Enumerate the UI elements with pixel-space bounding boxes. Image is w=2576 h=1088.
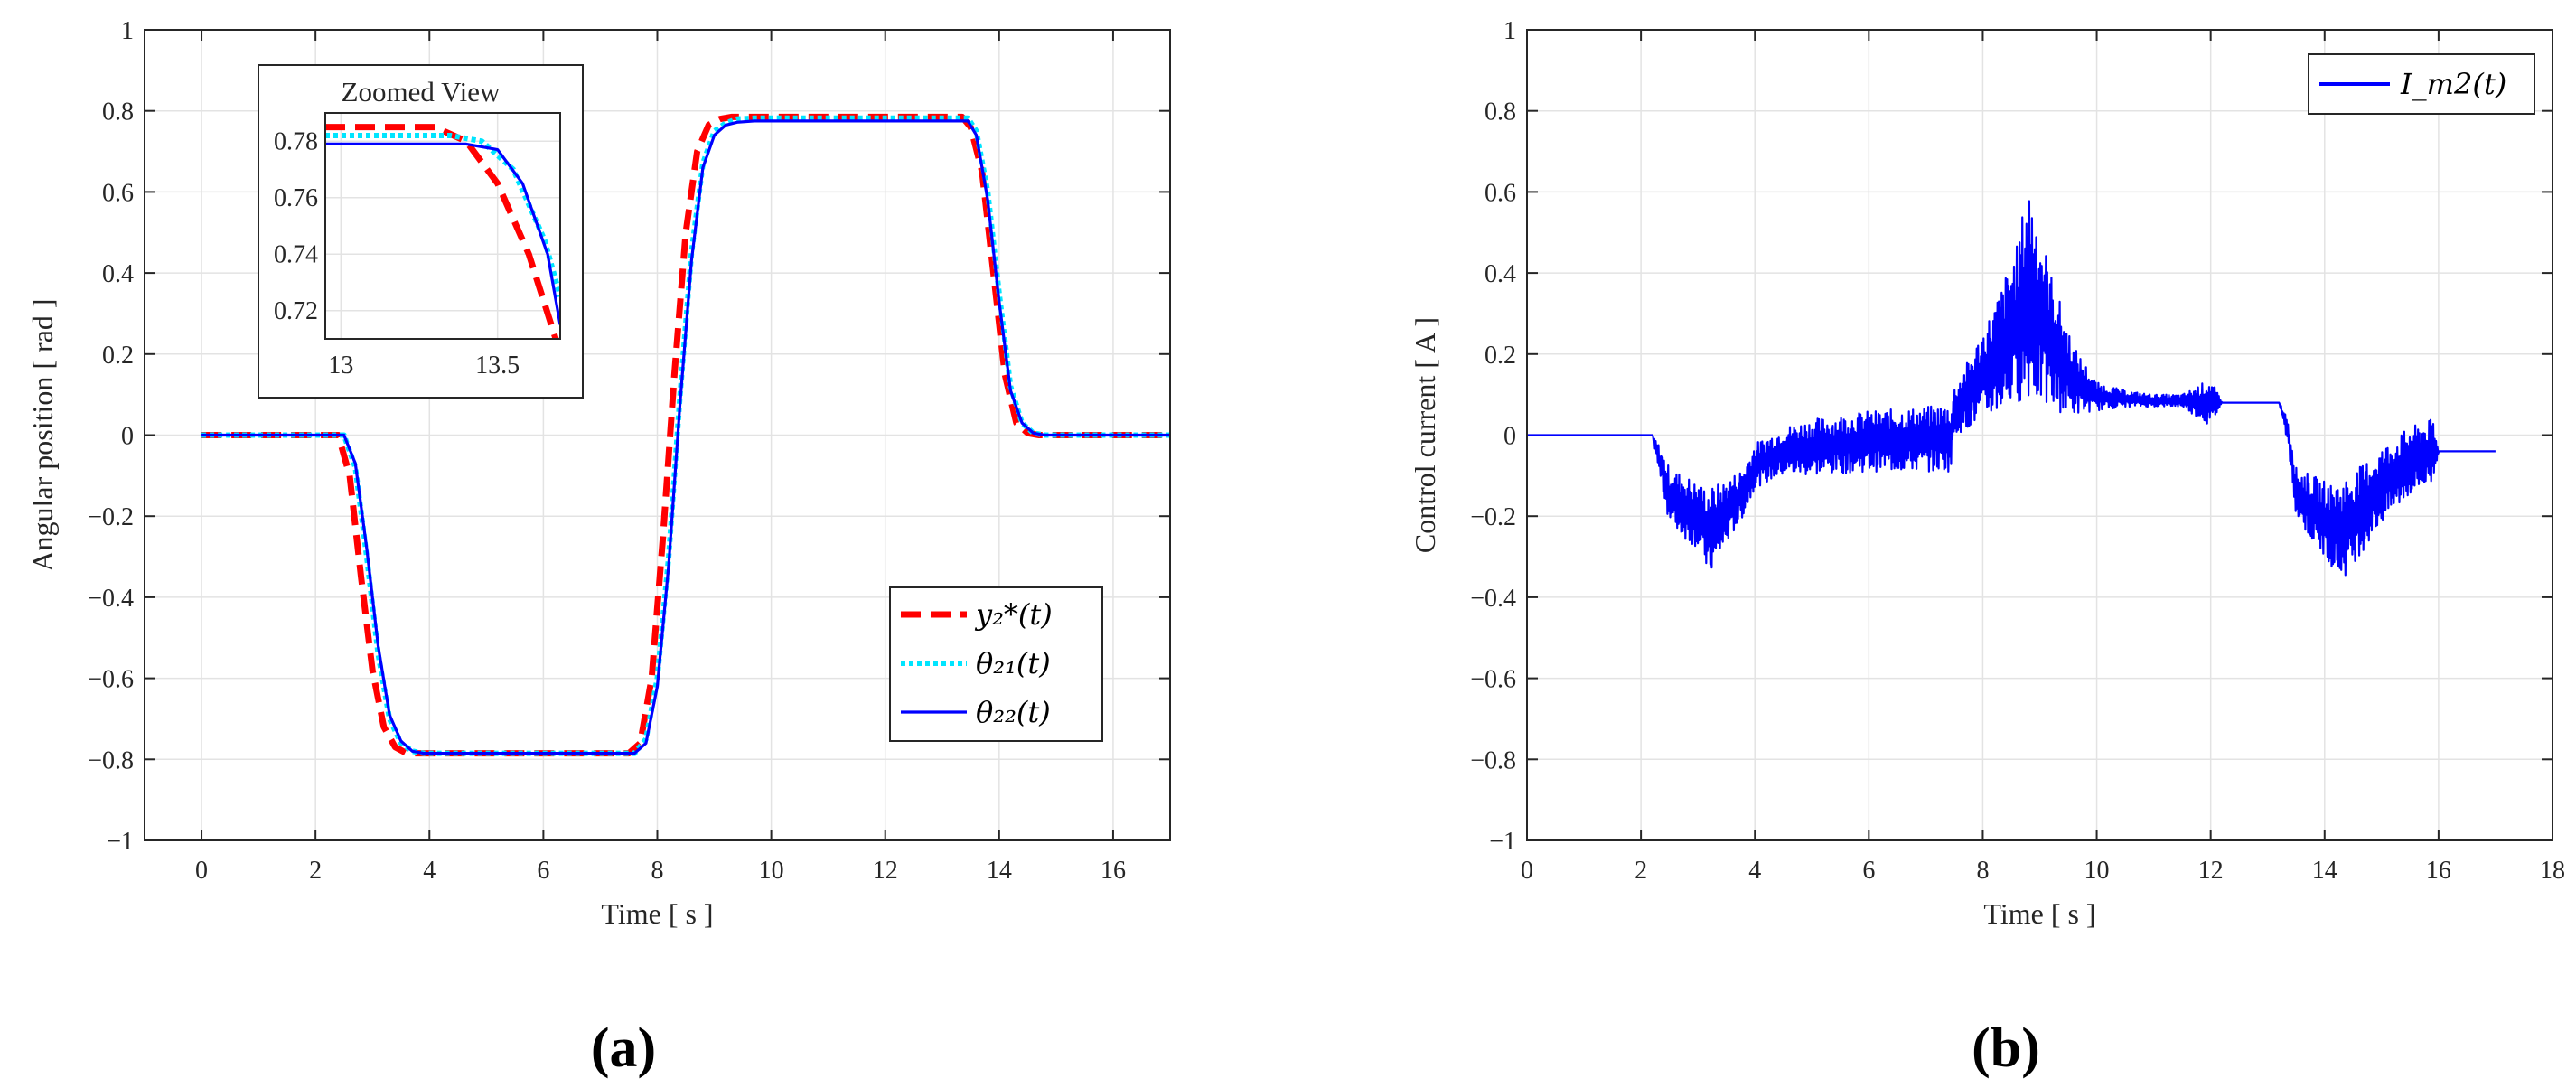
- y-tick-label: −0.2: [1470, 503, 1516, 531]
- y-axis-label: Control current [ A ]: [1409, 317, 1441, 553]
- plot-frame: [144, 29, 1171, 841]
- inset-series-line-1: [325, 124, 559, 339]
- y-tick-label: 0: [1503, 423, 1516, 451]
- x-tick-label: 16: [1101, 857, 1126, 885]
- x-tick-label: 4: [1748, 857, 1761, 885]
- y-tick-label: 0.2: [102, 342, 134, 370]
- y-tick-label: 0.8: [1485, 98, 1516, 127]
- chart-b: 0 2 4 6 8 10 12 14 16 18 −1 −0.8 −0.6 −0.4 −0.2 0 0.2 0.4…: [1409, 17, 2565, 1079]
- y-tick-label: 0.8: [102, 98, 134, 127]
- x-axis-label: Time [ s ]: [1983, 897, 2095, 930]
- inset-series-group: [325, 124, 560, 339]
- chart-a: 0 2 4 6 8 10 12 14 16 −1 −0.8 −0.6 −0.4 −0.2 0 0.2 0.4 0.…: [26, 17, 1171, 1079]
- y-tick-label: −0.4: [1470, 585, 1516, 613]
- y-tick-label: 0.4: [1485, 260, 1516, 288]
- x-tick-label: 16: [2426, 857, 2451, 885]
- series-line-1: [1526, 200, 2496, 577]
- x-tick-label: 14: [987, 857, 1012, 885]
- y-tick-label: 1: [1503, 17, 1516, 45]
- series-group: [201, 113, 1170, 757]
- y-tick-label: −1: [1489, 828, 1516, 856]
- legend-label-1: y₂*(t): [974, 597, 1053, 632]
- legend-label-1: I_m2(t): [2400, 67, 2506, 101]
- x-tick-label: 12: [2198, 857, 2224, 885]
- y-axis-label: Angular position [ rad ]: [26, 298, 59, 571]
- inset-series-line-3: [325, 142, 560, 325]
- x-tick-label: 10: [759, 857, 784, 885]
- x-tick-label: 10: [2084, 857, 2110, 885]
- y-tick-label: −0.4: [88, 585, 134, 613]
- series-line-3: [201, 119, 1170, 755]
- y-tick-label: −0.8: [88, 746, 134, 774]
- x-tick-label: 0: [1521, 857, 1533, 885]
- x-tick-label: 8: [1976, 857, 1989, 885]
- y-tick-label: −0.2: [88, 503, 134, 531]
- inset-y-tick-label: 0.76: [274, 184, 318, 212]
- y-tick-label: −0.8: [1470, 746, 1516, 774]
- legend-label-3: θ₂₂(t): [976, 695, 1051, 729]
- x-tick-label: 14: [2312, 857, 2337, 885]
- x-tick-label: 0: [195, 857, 208, 885]
- plot-frame: [1526, 29, 2553, 841]
- y-tick-label: −0.6: [1470, 666, 1516, 694]
- x-tick-label: 2: [1635, 857, 1647, 885]
- legend-label-2: θ₂₁(t): [976, 646, 1051, 680]
- y-tick-label: 0.2: [1485, 342, 1516, 370]
- y-tick-label: 0.4: [102, 260, 134, 288]
- x-tick-label: 6: [537, 857, 549, 885]
- x-tick-label: 8: [651, 857, 664, 885]
- x-tick-label: 4: [423, 857, 436, 885]
- x-tick-label: 6: [1862, 857, 1875, 885]
- x-axis-label: Time [ s ]: [601, 897, 713, 930]
- inset-title: Zoomed View: [342, 76, 501, 108]
- inset-y-tick-label: 0.78: [274, 127, 318, 155]
- y-tick-label: 0.6: [1485, 179, 1516, 207]
- inset-x-tick-label: 13.5: [475, 352, 520, 380]
- panel-label: (a): [591, 1018, 656, 1079]
- inset-x-tick-label: 13: [328, 352, 353, 380]
- y-tick-label: 0.6: [102, 179, 134, 207]
- panel-label: (b): [1972, 1018, 2040, 1079]
- x-tick-label: 12: [873, 857, 898, 885]
- inset-plot-frame: [324, 112, 561, 340]
- x-tick-label: 18: [2540, 857, 2565, 885]
- y-tick-label: −1: [107, 828, 134, 856]
- legend: y₂*(t) θ₂₁(t) θ₂₂(t): [889, 586, 1103, 742]
- inset-box: [258, 64, 584, 399]
- inset-y-tick-label: 0.74: [274, 240, 318, 268]
- y-tick-label: 0: [121, 423, 134, 451]
- legend: I_m2(t): [2308, 53, 2535, 115]
- x-tick-label: 2: [309, 857, 322, 885]
- inset-y-tick-label: 0.72: [274, 297, 318, 325]
- y-tick-label: −0.6: [88, 666, 134, 694]
- y-tick-label: 1: [121, 17, 134, 45]
